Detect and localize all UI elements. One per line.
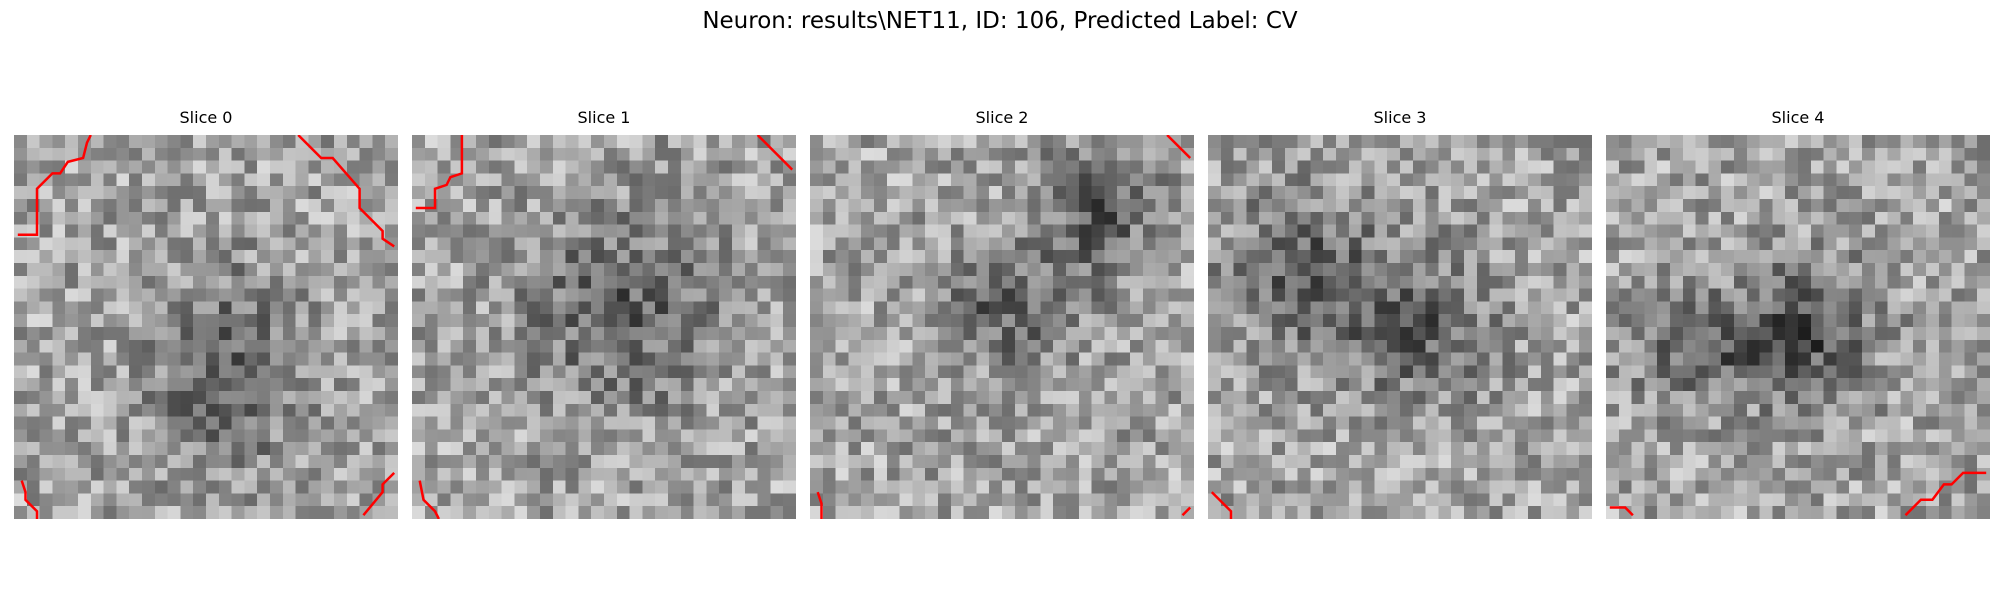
slice-title-1: Slice 1 — [577, 108, 631, 127]
contour-line — [1904, 471, 1987, 517]
contour-line — [17, 135, 92, 237]
slice-image-1 — [412, 135, 796, 519]
slice-title-2: Slice 2 — [975, 108, 1029, 127]
contour-line — [297, 135, 395, 248]
figure-title: Neuron: results\NET11, ID: 106, Predicte… — [702, 8, 1298, 34]
slice-image-0 — [14, 135, 398, 519]
contour-line — [1210, 491, 1233, 519]
contour-line — [816, 491, 823, 519]
slice-title-4: Slice 4 — [1771, 108, 1825, 127]
slice-title-0: Slice 0 — [179, 108, 233, 127]
contour-line — [1609, 506, 1634, 517]
contour-line — [415, 135, 464, 210]
contour-line — [756, 135, 794, 171]
slice-image-2 — [810, 135, 1194, 519]
slice-image-4 — [1606, 135, 1990, 519]
contour-line — [20, 480, 39, 519]
slice-title-3: Slice 3 — [1373, 108, 1427, 127]
slice-image-3 — [1208, 135, 1592, 519]
contour-line — [1181, 506, 1192, 517]
contour-line — [362, 472, 396, 516]
contour-line — [418, 480, 441, 519]
contour-line — [1166, 135, 1192, 159]
